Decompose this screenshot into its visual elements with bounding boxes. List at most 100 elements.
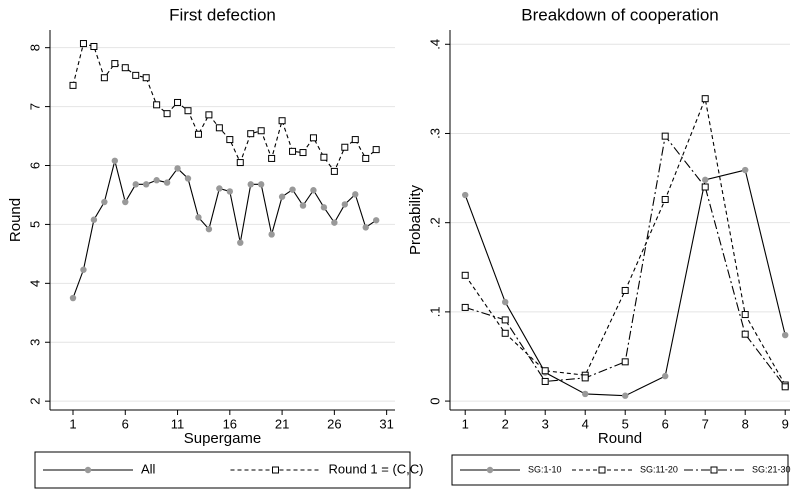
legend-marker [486,466,494,474]
legend-marker [272,466,279,474]
x-tick-label: 5 [622,416,629,431]
point [289,186,296,193]
point [309,134,317,142]
point [320,204,328,211]
point [184,175,192,182]
point [122,198,129,206]
point [742,166,749,174]
point [621,358,629,366]
point [268,231,275,238]
legend-marker [84,466,92,474]
x-tick-label: 11 [171,416,185,431]
point [268,154,276,162]
point [236,159,244,167]
point [662,372,669,380]
point [341,143,349,151]
point [582,390,589,398]
point [331,219,338,226]
point [781,383,789,391]
point [462,191,469,199]
point [661,132,669,140]
series-line [465,134,786,388]
point [541,377,549,385]
chart-title: Breakdown of cooperation [521,5,719,24]
point [621,286,629,294]
point [362,224,369,231]
point [121,64,129,72]
series-line [72,42,377,173]
point [174,165,181,172]
point [163,179,171,186]
point [153,177,160,184]
point [100,74,108,82]
point [278,193,286,200]
y-tick-label: 4 [27,280,42,287]
x-tick-label: 21 [275,416,289,431]
point [216,185,223,192]
series-line [464,96,786,386]
y-tick-label: 3 [27,339,42,346]
y-tick-label: 6 [27,162,42,169]
point [80,266,87,273]
point [205,225,213,233]
point [132,181,139,188]
y-axis-label: Round [7,198,24,242]
point [226,188,234,195]
point [501,316,509,324]
y-tick-label: 7 [27,103,42,110]
y-tick-label: 5 [27,221,42,228]
point [90,216,98,223]
point [701,95,709,103]
point [195,214,202,221]
point [142,181,150,188]
y-tick-label: .4 [427,39,442,50]
point [372,146,380,154]
point [142,74,150,82]
point [782,331,789,339]
legend-label: All [141,461,156,476]
point [237,239,244,246]
point [372,217,380,224]
legend-label: SG:1-10 [528,464,562,474]
point [622,392,629,399]
x-tick-label: 7 [702,416,709,431]
point [205,111,213,119]
point [226,136,234,144]
point [111,60,119,68]
point [352,191,359,198]
point [299,202,307,209]
y-axis-label: Probability [407,184,424,255]
legend-label: SG:21-30 [752,464,791,474]
point [289,147,297,155]
series-line [72,160,377,299]
legend-label: SG:11-20 [640,464,678,474]
point [101,198,108,206]
x-tick-label: 4 [582,416,589,431]
point [581,374,589,382]
point [461,271,469,279]
point [247,130,255,138]
point [163,110,171,118]
point [330,167,338,175]
point [79,40,87,48]
point [461,303,469,311]
y-tick-label: .3 [427,128,442,139]
point [111,157,119,164]
x-tick-label: 26 [327,416,341,431]
point [153,101,161,109]
y-tick-label: 8 [27,44,42,51]
x-tick-label: 6 [662,416,669,431]
point [320,153,328,161]
point [741,311,749,319]
legend-label: Round 1 = (C,C) [329,461,424,476]
point [215,124,223,132]
point [184,107,192,115]
point [351,136,359,144]
point [362,154,370,162]
x-tick-label: 2 [502,416,509,431]
x-tick-label: 8 [742,416,749,431]
x-tick-label: 16 [223,416,237,431]
y-tick-label: .2 [427,217,442,228]
point [541,367,549,375]
